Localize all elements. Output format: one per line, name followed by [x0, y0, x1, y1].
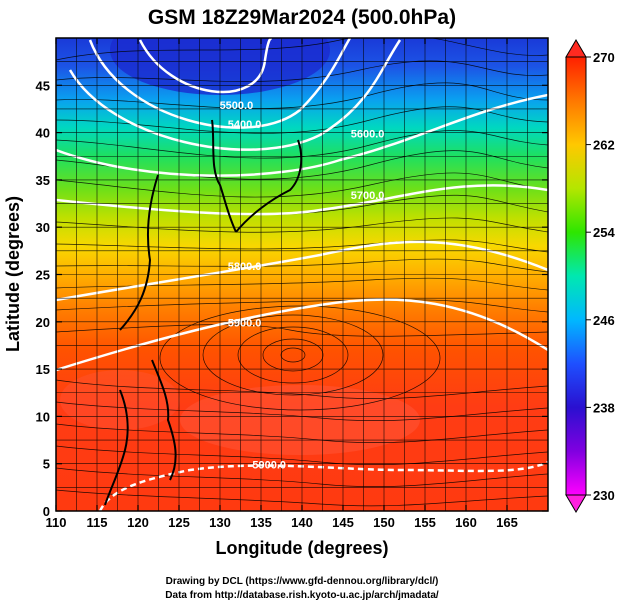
x-tick-label: 135: [250, 515, 272, 530]
height-contours: [56, 38, 548, 511]
y-tick-label: 45: [36, 78, 50, 93]
contour-label: 5700.0: [351, 190, 385, 202]
warm-patch-shading: [180, 385, 420, 455]
colorbar-ticks: 270 262 254 246 238 230: [586, 50, 615, 503]
contour-label: 5600.0: [351, 128, 385, 140]
colorbar-bottom-arrow: [565, 494, 587, 513]
y-tick-label: 20: [36, 315, 50, 330]
contour-label: 5900.0: [252, 459, 286, 471]
x-axis-label: Longitude (degrees): [215, 538, 388, 558]
colorbar-tick-label: 246: [593, 313, 615, 328]
y-tick-label: 35: [36, 173, 50, 188]
contour-labels: 5400.0 5500.0 5600.0 5700.0 5800.0 5900.0 5900…: [220, 100, 385, 471]
y-tick-label: 5: [43, 457, 50, 472]
x-tick-label: 115: [87, 515, 108, 530]
contour-label: 5400.0: [228, 119, 262, 131]
y-axis-label: Latitude (degrees): [3, 196, 23, 352]
colorbar-gradient: [565, 56, 587, 496]
colorbar-tick-label: 238: [593, 400, 615, 415]
contour-label: 5800.0: [228, 261, 262, 273]
y-axis-ticks: 0 5 10 15 20 25 30 35 40 45: [36, 78, 548, 519]
y-tick-label: 10: [36, 409, 50, 424]
colorbar-tick-label: 270: [593, 50, 615, 65]
colorbar-top-arrow: [565, 39, 587, 58]
x-tick-label: 120: [127, 515, 149, 530]
warm-patch-shading: [60, 370, 180, 430]
contour-label: 5900.0: [228, 318, 262, 330]
x-tick-label: 150: [373, 515, 395, 530]
credit-line-1: Drawing by DCL (https://www.gfd-dennou.o…: [166, 576, 439, 587]
figure-title: GSM 18Z29Mar2024 (500.0hPa): [148, 6, 456, 29]
y-tick-label: 30: [36, 220, 50, 235]
x-tick-label: 125: [168, 515, 190, 530]
colorbar: 270 262 254 246 238 230: [565, 39, 615, 513]
y-tick-label: 25: [36, 268, 50, 283]
x-tick-label: 145: [332, 515, 354, 530]
x-tick-label: 130: [209, 515, 231, 530]
x-tick-label: 160: [455, 515, 477, 530]
y-tick-label: 40: [36, 126, 50, 141]
colorbar-tick-label: 230: [593, 488, 615, 503]
x-tick-label: 140: [291, 515, 313, 530]
colorbar-tick-label: 262: [593, 138, 615, 153]
x-tick-label: 110: [46, 515, 67, 530]
contour-label: 5500.0: [220, 100, 254, 112]
x-tick-label: 155: [414, 515, 436, 530]
y-tick-label: 0: [43, 504, 50, 519]
x-tick-label: 165: [496, 515, 518, 530]
credit-line-2: Data from http://database.rish.kyoto-u.a…: [165, 590, 439, 601]
x-axis-ticks: 110 115 120 125 130 135 140 145 150 155 160 165: [46, 38, 518, 530]
map-grid: [56, 38, 548, 511]
colorbar-tick-label: 254: [593, 225, 615, 240]
y-tick-label: 15: [36, 362, 50, 377]
